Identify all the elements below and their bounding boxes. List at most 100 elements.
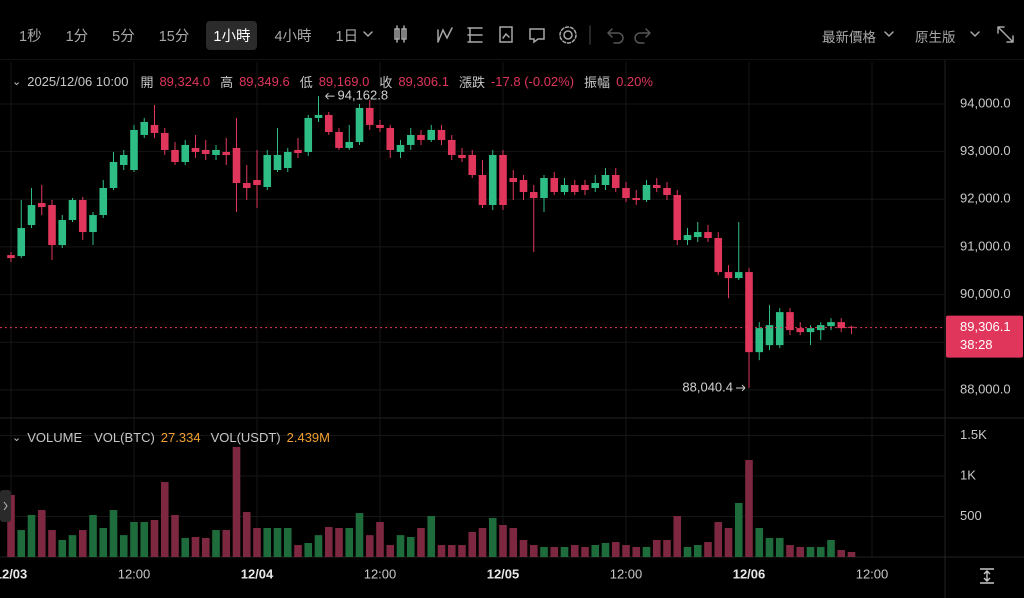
candle-body bbox=[458, 154, 466, 158]
interval-button[interactable]: 1秒 bbox=[19, 28, 42, 45]
candle-body bbox=[242, 183, 251, 189]
volume-bar bbox=[827, 539, 835, 557]
min-arrow bbox=[736, 384, 746, 392]
settings[interactable] bbox=[563, 30, 573, 40]
volume-bar bbox=[48, 530, 56, 557]
volume-bar bbox=[447, 545, 456, 557]
candle-body bbox=[704, 232, 712, 239]
volume-bar bbox=[611, 542, 620, 557]
volume-bar bbox=[160, 482, 169, 557]
field-value: 89,349.6 bbox=[239, 74, 290, 89]
drawing[interactable] bbox=[499, 26, 513, 43]
candle-body bbox=[7, 255, 15, 259]
min-label: 88,040.4 bbox=[682, 379, 733, 394]
volume-bar bbox=[140, 522, 149, 557]
collapse-icon[interactable]: ⌄ bbox=[12, 76, 22, 88]
field-name: 高 bbox=[220, 75, 234, 90]
volume-bar bbox=[242, 511, 251, 557]
interval-button[interactable]: 15分 bbox=[158, 28, 190, 45]
alerts[interactable] bbox=[529, 28, 545, 44]
indicators[interactable] bbox=[437, 27, 453, 43]
interval-button[interactable]: 5分 bbox=[112, 28, 135, 45]
last-price-box bbox=[946, 315, 1023, 358]
candle-body bbox=[529, 192, 538, 199]
volume-bar bbox=[37, 510, 46, 557]
price-type[interactable]: 最新價格 bbox=[822, 30, 876, 45]
volume-bar bbox=[191, 536, 200, 557]
toolbar-icons bbox=[0, 25, 1024, 60]
volume-bar bbox=[212, 530, 220, 557]
candle-body bbox=[99, 188, 108, 216]
volume-bar bbox=[27, 514, 36, 557]
y-tick-label: 90,000.0 bbox=[960, 286, 1011, 301]
volume-bar bbox=[68, 535, 77, 557]
volume-bar bbox=[847, 551, 856, 557]
volume-bar bbox=[601, 542, 610, 557]
countdown: 38:28 bbox=[960, 337, 993, 352]
candle-body bbox=[570, 185, 579, 193]
x-tick-label: 12/05 bbox=[487, 566, 520, 581]
candle-body bbox=[765, 325, 774, 346]
y-tick-label: 91,000.0 bbox=[960, 238, 1011, 253]
candle-body bbox=[355, 107, 364, 142]
candle-body bbox=[499, 154, 507, 206]
field-name: VOL(BTC) bbox=[94, 430, 155, 445]
volume-bar bbox=[324, 527, 333, 557]
volume-bar bbox=[222, 530, 231, 557]
field-value: 89,306.1 bbox=[398, 74, 449, 89]
templates[interactable] bbox=[467, 27, 483, 43]
candle-body bbox=[714, 238, 723, 273]
version[interactable]: 原生版 bbox=[915, 30, 956, 45]
candle-type[interactable] bbox=[394, 25, 407, 43]
redo[interactable] bbox=[634, 28, 651, 44]
undo[interactable] bbox=[607, 28, 624, 44]
volume-bar bbox=[529, 545, 538, 557]
candle-body bbox=[540, 177, 548, 199]
candle-body bbox=[611, 174, 620, 189]
candle-body bbox=[693, 232, 702, 238]
field-name: 開 bbox=[140, 75, 154, 90]
candle-body bbox=[17, 228, 26, 257]
volume-bar bbox=[304, 542, 313, 557]
field-value: 89,324.0 bbox=[159, 74, 211, 89]
volume-bar bbox=[796, 546, 805, 557]
volume-bar bbox=[499, 525, 507, 557]
candle-body bbox=[273, 154, 282, 170]
collapse-icon[interactable]: ⌄ bbox=[12, 432, 22, 444]
volume-bar bbox=[519, 539, 528, 557]
volume-bar bbox=[652, 539, 661, 557]
candle-body bbox=[396, 144, 405, 152]
volume-bar bbox=[693, 545, 702, 557]
interval-button[interactable]: 1分 bbox=[65, 28, 89, 45]
volume-bar bbox=[314, 535, 323, 557]
field-name: 低 bbox=[299, 75, 313, 90]
y-tick-label: 1.5K bbox=[960, 427, 987, 442]
volume-bar bbox=[130, 522, 138, 557]
x-tick-label: 12:00 bbox=[118, 566, 151, 581]
candle-body bbox=[673, 195, 682, 241]
candle-body bbox=[796, 328, 805, 333]
candle-body bbox=[837, 322, 846, 329]
volume-bar bbox=[7, 494, 15, 557]
x-tick-label: 12:00 bbox=[364, 566, 397, 581]
field-value: 2.439M bbox=[286, 430, 330, 445]
volume-bar bbox=[99, 528, 108, 557]
interval-button[interactable]: 1日 bbox=[335, 28, 359, 45]
volume-bar bbox=[109, 510, 118, 557]
candle-body bbox=[314, 114, 323, 118]
volume-bar bbox=[724, 528, 733, 557]
interval-button[interactable]: 4小時 bbox=[274, 28, 312, 45]
candle-body bbox=[447, 139, 456, 155]
side-tab[interactable] bbox=[0, 490, 11, 522]
volume-bar bbox=[570, 545, 579, 557]
volume-bar bbox=[714, 522, 723, 557]
more-intervals[interactable] bbox=[363, 31, 373, 38]
y-tick-label: 93,000.0 bbox=[960, 143, 1011, 158]
interval-button[interactable]: 1小時 bbox=[206, 20, 258, 50]
field-value: 27.334 bbox=[160, 430, 201, 445]
volume-title: VOLUME bbox=[27, 430, 83, 445]
candle-body bbox=[786, 312, 794, 331]
fullscreen[interactable] bbox=[997, 26, 1014, 43]
volume-bar bbox=[283, 528, 292, 557]
